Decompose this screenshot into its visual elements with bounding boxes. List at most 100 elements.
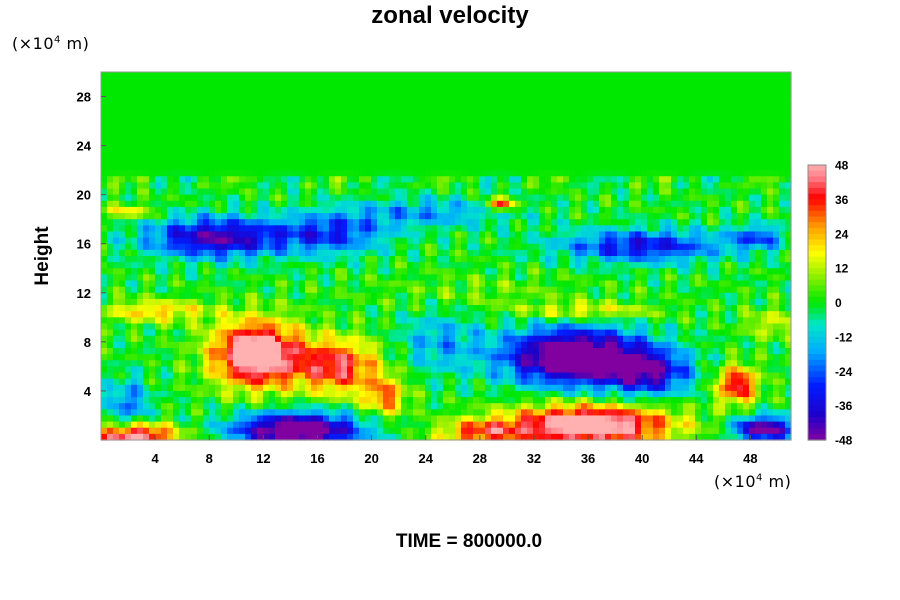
heatmap-cell [743, 96, 750, 104]
heatmap-cell [173, 317, 180, 325]
heatmap-cell [107, 268, 114, 275]
heatmap-cell [545, 78, 552, 85]
heatmap-cell [329, 145, 336, 153]
heatmap-cell [359, 121, 366, 128]
heatmap-cell [371, 286, 378, 294]
heatmap-cell [653, 292, 660, 300]
heatmap-cell [335, 151, 342, 159]
heatmap-cell [209, 311, 216, 318]
heatmap-cell [563, 280, 570, 288]
heatmap-cell [443, 274, 450, 282]
heatmap-cell [545, 200, 552, 208]
heatmap-cell [443, 243, 450, 251]
heatmap-cell [707, 78, 714, 85]
heatmap-cell [167, 108, 174, 116]
heatmap-cell [149, 335, 156, 343]
heatmap-cell [101, 200, 108, 208]
heatmap-cell [557, 256, 564, 263]
heatmap-cell [773, 84, 780, 91]
heatmap-cell [707, 151, 714, 159]
heatmap-cell [335, 96, 342, 104]
heatmap-cell [665, 90, 672, 98]
heatmap-cell [599, 286, 606, 294]
heatmap-cell [389, 292, 396, 300]
heatmap-cell [437, 96, 444, 104]
heatmap-cell [731, 102, 738, 110]
heatmap-cell [767, 127, 774, 134]
heatmap-cell [629, 262, 636, 269]
heatmap-cell [179, 311, 186, 318]
heatmap-cell [695, 84, 702, 91]
heatmap-cell [473, 317, 480, 325]
heatmap-cell [713, 164, 720, 171]
heatmap-cell [587, 292, 594, 300]
heatmap-cell [509, 102, 516, 110]
heatmap-cell [473, 219, 480, 226]
heatmap-cell [695, 127, 702, 134]
heatmap-cell [179, 243, 186, 251]
heatmap-cell [257, 256, 264, 263]
heatmap-cell [761, 256, 768, 263]
heatmap-cell [431, 268, 438, 275]
heatmap-cell [563, 108, 570, 116]
heatmap-cell [503, 231, 510, 239]
heatmap-cell [635, 133, 642, 141]
heatmap-cell [497, 108, 504, 116]
heatmap-cell [671, 157, 678, 165]
heatmap-cell [503, 157, 510, 165]
heatmap-cell [629, 237, 636, 245]
heatmap-cell [533, 151, 540, 159]
heatmap-cell [401, 237, 408, 245]
heatmap-cell [245, 231, 252, 239]
heatmap-cell [593, 164, 600, 171]
heatmap-cell [701, 231, 708, 239]
heatmap-cell [527, 225, 534, 233]
heatmap-cell [281, 237, 288, 245]
heatmap-cell [257, 145, 264, 153]
heatmap-cell [563, 96, 570, 104]
heatmap-cell [155, 133, 162, 141]
heatmap-cell [101, 182, 108, 190]
heatmap-cell [287, 243, 294, 251]
heatmap-cell [185, 274, 192, 282]
heatmap-cell [677, 121, 684, 128]
heatmap-cell [545, 292, 552, 300]
heatmap-cell [629, 268, 636, 275]
heatmap-cell [197, 188, 204, 196]
heatmap-cell [341, 262, 348, 269]
heatmap-cell [347, 237, 354, 245]
heatmap-cell [731, 298, 738, 306]
heatmap-cell [485, 317, 492, 325]
heatmap-cell [401, 329, 408, 337]
heatmap-cell [593, 256, 600, 263]
heatmap-cell [131, 114, 138, 122]
heatmap-cell [761, 170, 768, 177]
heatmap-cell [119, 231, 126, 239]
heatmap-cell [149, 256, 156, 263]
heatmap-cell [659, 286, 666, 294]
heatmap-cell [677, 292, 684, 300]
heatmap-cell [611, 219, 618, 226]
heatmap-cell [755, 145, 762, 153]
heatmap-cell [509, 114, 516, 122]
heatmap-cell [131, 127, 138, 134]
heatmap-cell [431, 231, 438, 239]
heatmap-cell [359, 231, 366, 239]
heatmap-cell [179, 176, 186, 183]
heatmap-cell [587, 157, 594, 165]
heatmap-cell [125, 72, 132, 79]
heatmap-cell [473, 84, 480, 91]
heatmap-cell [197, 213, 204, 220]
heatmap-cell [497, 274, 504, 282]
heatmap-cell [617, 268, 624, 275]
heatmap-cell [713, 317, 720, 325]
heatmap-cell [173, 323, 180, 331]
heatmap-cell [371, 237, 378, 245]
heatmap-cell [257, 102, 264, 110]
heatmap-cell [437, 157, 444, 165]
heatmap-cell [443, 305, 450, 312]
heatmap-cell [365, 225, 372, 233]
heatmap-cell [563, 274, 570, 282]
heatmap-cell [707, 182, 714, 190]
heatmap-cell [527, 206, 534, 214]
